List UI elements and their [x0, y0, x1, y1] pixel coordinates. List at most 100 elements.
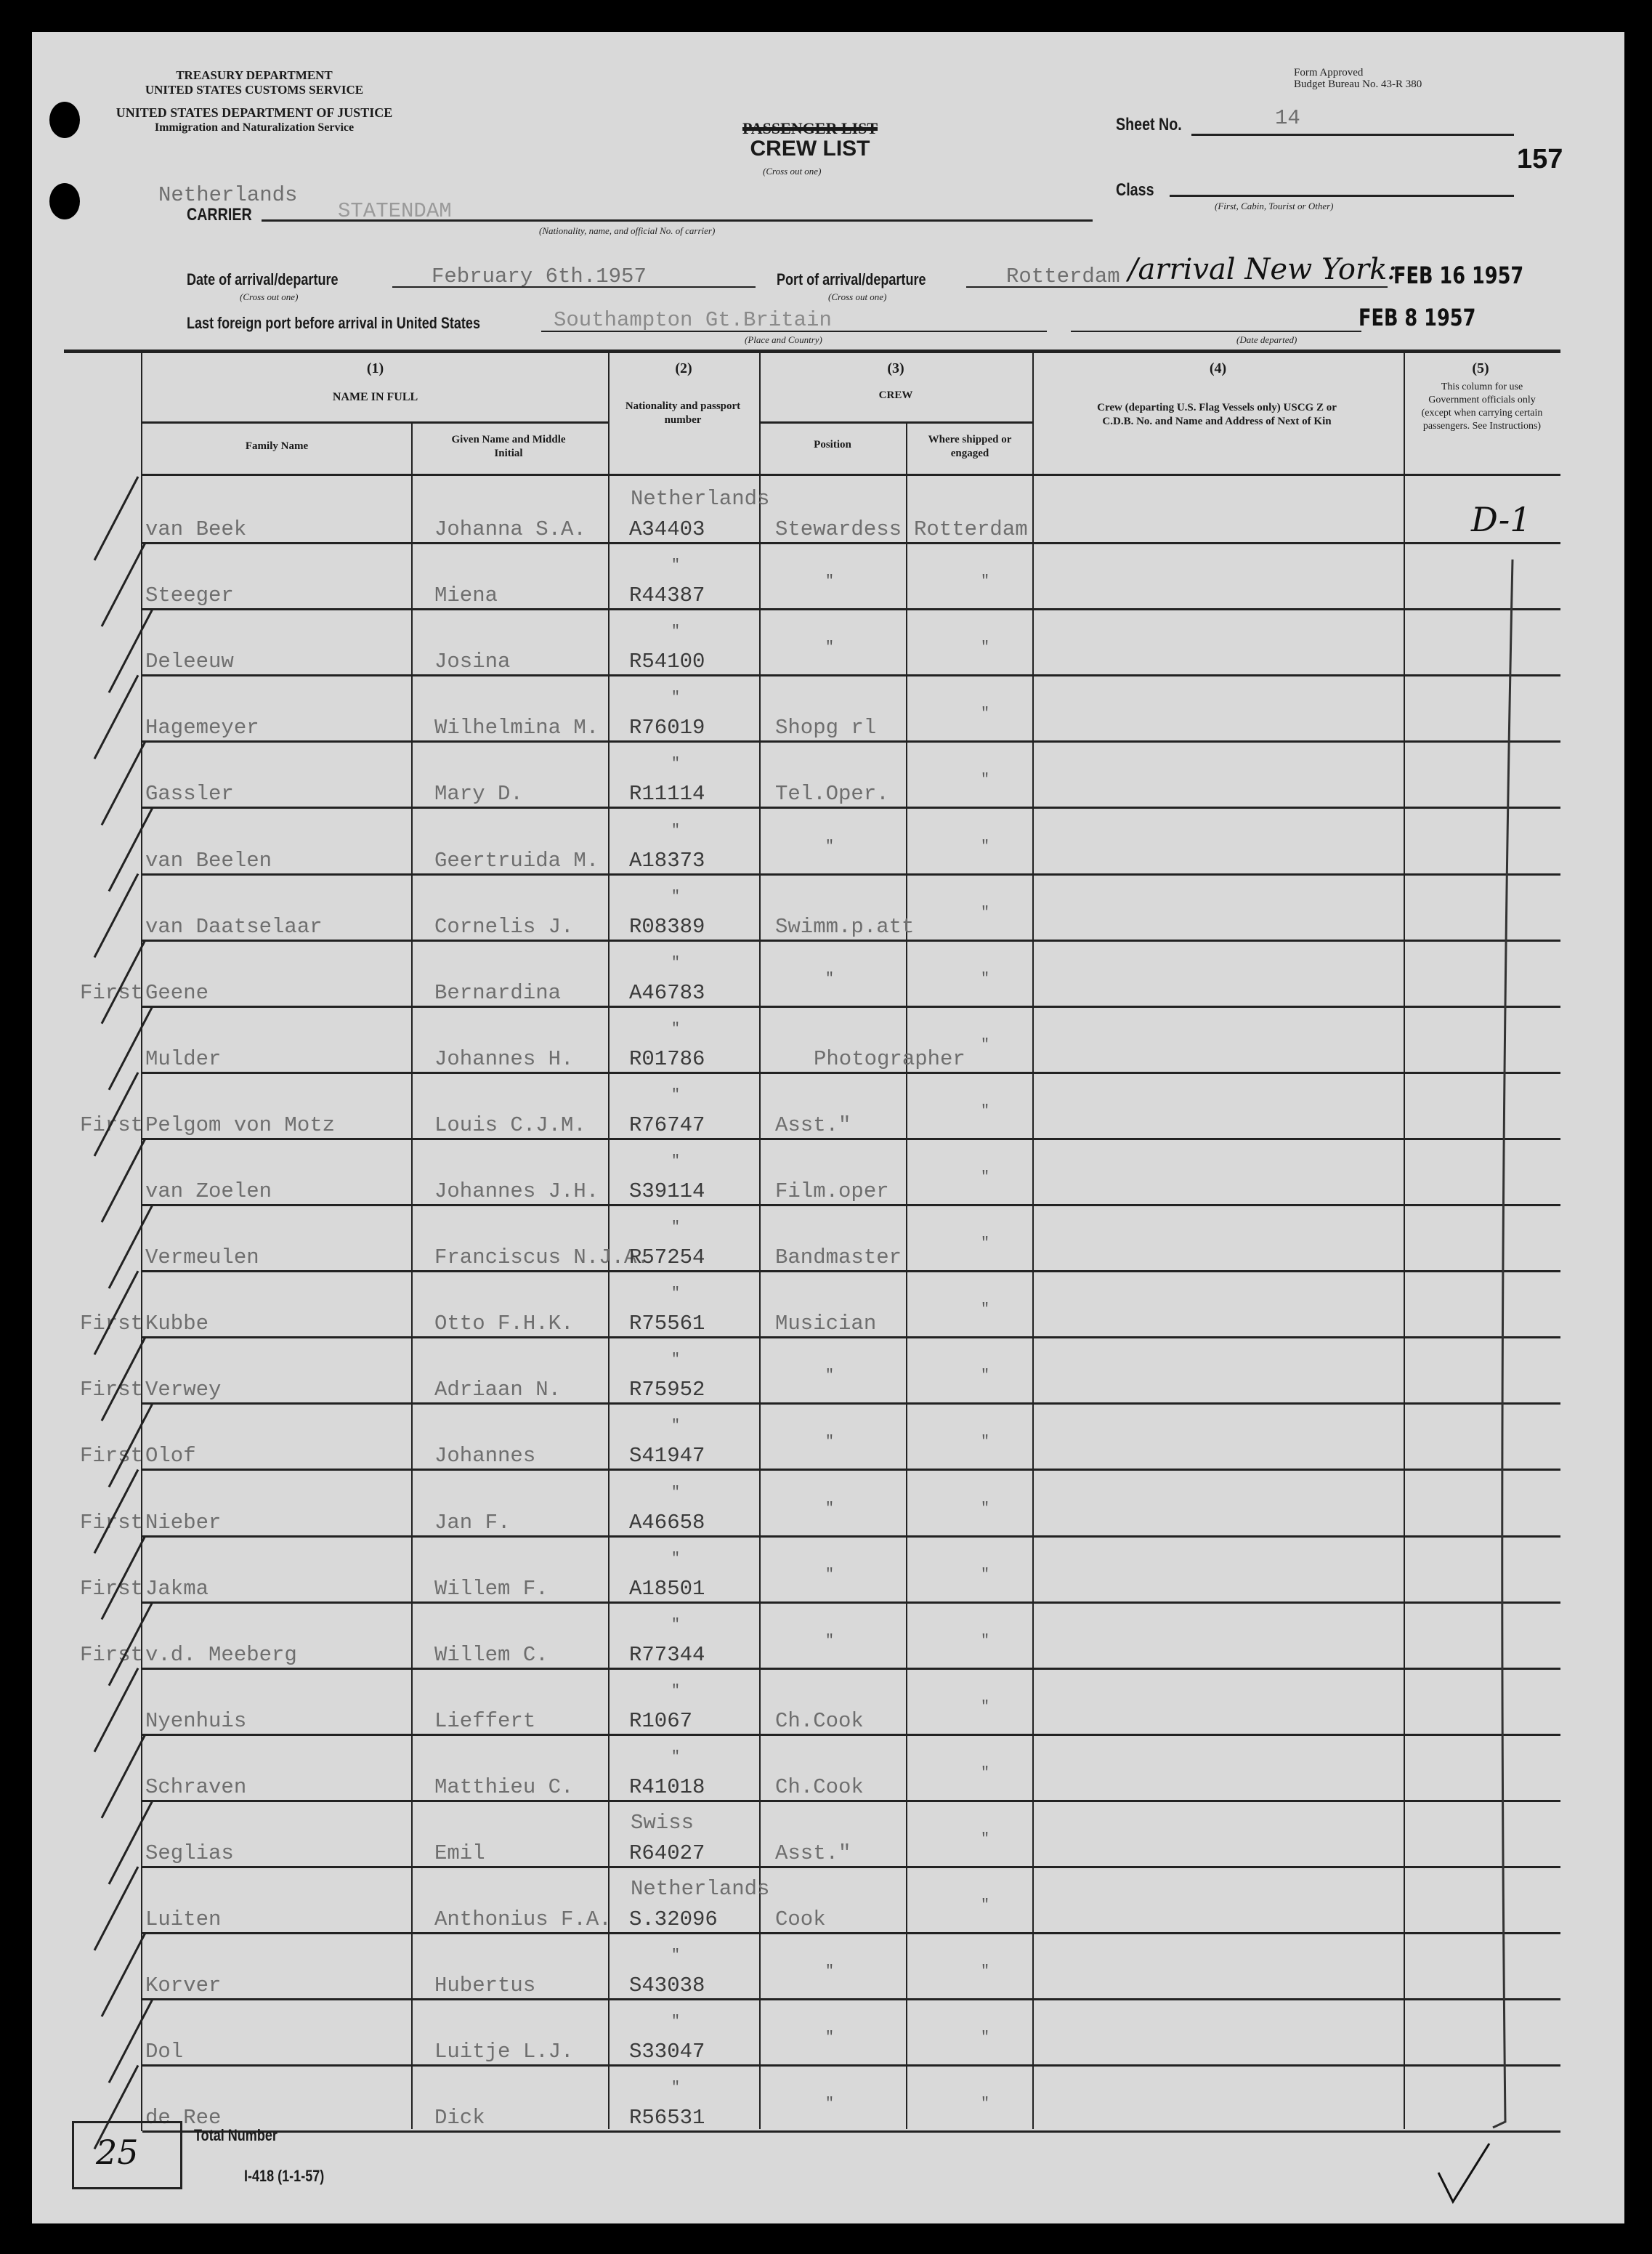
given-name: Willem C.: [434, 1642, 548, 1667]
passport-number: R08389: [629, 914, 705, 939]
col4-number: (4): [1209, 360, 1227, 376]
shipped-ditto: ": [981, 2029, 990, 2047]
nationality-ditto: ": [671, 1285, 681, 1303]
position-ditto: ": [825, 838, 835, 855]
passport-number: S43038: [629, 1974, 705, 1998]
position: Ch.Cook: [775, 1708, 864, 1733]
given-name: Miena: [434, 583, 498, 608]
family-name: v.d. Meeberg: [145, 1642, 297, 1667]
budget-bureau: Budget Bureau No. 43-R 380: [1294, 78, 1422, 90]
port-label: Port of arrival/departure: [777, 270, 926, 288]
table-row-line: [142, 1733, 1560, 1736]
carrier-value: STATENDAM: [338, 199, 452, 223]
nationality: Netherlands: [631, 1877, 770, 1902]
family-name: Olof: [145, 1444, 196, 1469]
shipped: Rotterdam: [914, 517, 1028, 541]
passport-number: R11114: [629, 782, 705, 807]
nationality-ditto: ": [671, 2080, 681, 2097]
struck-title: PASSENGER LIST: [742, 119, 878, 137]
nationality-ditto: ": [671, 756, 681, 773]
given-name: Anthonius F.A.: [434, 1907, 612, 1932]
table-row-line: [142, 542, 1560, 544]
table-row-line: [142, 1601, 1560, 1604]
shipped-ditto: ": [981, 2096, 990, 2113]
table-row-line: [142, 1469, 1560, 1471]
shipped-ditto: ": [981, 1698, 990, 1716]
shipped-ditto: ": [981, 772, 990, 789]
col5-number: (5): [1472, 360, 1489, 376]
position: Asst.": [775, 1841, 851, 1865]
given-name: Emil: [434, 1841, 485, 1865]
position-ditto: ": [825, 1632, 835, 1649]
family-name-header: Family Name: [245, 440, 309, 452]
shipped-ditto: ": [981, 639, 990, 657]
total-box: [72, 2121, 182, 2189]
passport-number: A18501: [629, 1576, 705, 1601]
position: Shopg rl: [775, 716, 877, 740]
nationality-ditto: ": [671, 822, 681, 839]
date-departed-note: (Date departed): [1236, 334, 1297, 345]
punch-hole: [49, 102, 80, 138]
family-name: Nieber: [145, 1510, 222, 1535]
given-name: Otto F.H.K.: [434, 1312, 574, 1336]
passport-number: A46783: [629, 980, 705, 1005]
passport-number: R75952: [629, 1378, 705, 1402]
passport-number: A46658: [629, 1510, 705, 1535]
table-row-line: [142, 1799, 1560, 1802]
shipped-ditto: ": [981, 1500, 990, 1517]
shipped-ditto: ": [981, 1169, 990, 1186]
family-name: Mulder: [145, 1046, 222, 1071]
family-name: Geene: [145, 980, 209, 1005]
shipped-ditto: ": [981, 1102, 990, 1120]
agency-line: UNITED STATES CUSTOMS SERVICE: [145, 83, 364, 97]
page-number: 157: [1517, 144, 1563, 174]
position-ditto: ": [825, 1963, 835, 1981]
class-note: (First, Cabin, Tourist or Other): [1215, 201, 1334, 211]
nationality-ditto: ": [671, 1352, 681, 1369]
passport-number: S.32096: [629, 1907, 718, 1932]
date-departed-stamp: FEB 8 1957: [1359, 304, 1476, 331]
shipped-ditto: ": [981, 904, 990, 921]
shipped-ditto: ": [981, 838, 990, 855]
passport-number: R77344: [629, 1642, 705, 1667]
given-name: Matthieu C.: [434, 1774, 574, 1799]
position-ditto: ": [825, 1500, 835, 1517]
passport-number: R57254: [629, 1245, 705, 1270]
table-row-line: [142, 1005, 1560, 1008]
position: Cook: [775, 1907, 826, 1932]
col-divider: [411, 421, 413, 2129]
table-row-line: [142, 674, 1560, 677]
col-divider: [1032, 351, 1034, 2129]
form-approved: Form Approved: [1294, 67, 1364, 78]
position-header: Position: [814, 439, 851, 451]
col2-number: (2): [675, 360, 692, 376]
row-note: First: [80, 980, 144, 1005]
family-name: Hagemeyer: [145, 716, 259, 740]
family-name: Gassler: [145, 782, 234, 807]
passport-number: R64027: [629, 1841, 705, 1865]
shipped-ditto: ": [981, 1368, 990, 1385]
date-label: Date of arrival/departure: [187, 270, 339, 288]
given-name: Franciscus N.J.A.: [434, 1245, 649, 1270]
table-row-line: [142, 939, 1560, 942]
given-name: Louis C.J.M.: [434, 1112, 586, 1137]
port-line: [966, 286, 1388, 288]
document-page: [32, 32, 1624, 2223]
row-note: First: [80, 1378, 144, 1402]
col-divider: [1404, 351, 1405, 2129]
given-name: Mary D.: [434, 782, 523, 807]
nationality-ditto: ": [671, 1219, 681, 1237]
passport-number: R41018: [629, 1774, 705, 1799]
table-row-line: [142, 1667, 1560, 1670]
given-name: Jan F.: [434, 1510, 511, 1535]
position: Tel.Oper.: [775, 782, 889, 807]
nationality-ditto: ": [671, 1616, 681, 1633]
nationality-ditto: ": [671, 1947, 681, 1965]
position: Swimm.p.att: [775, 914, 915, 939]
class-line: [1170, 195, 1514, 197]
row-note: First: [80, 1312, 144, 1336]
table-row-line: [142, 1402, 1560, 1405]
position-ditto: ": [825, 2029, 835, 2047]
shipped-ditto: ": [981, 1831, 990, 1848]
shipped-ditto: ": [981, 1301, 990, 1319]
